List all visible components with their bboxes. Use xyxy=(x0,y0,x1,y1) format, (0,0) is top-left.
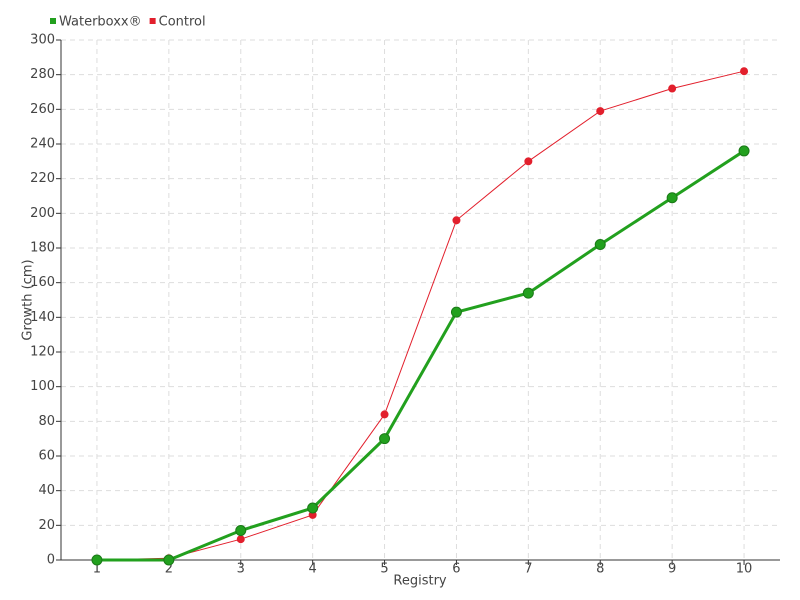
y-tick-label: 180 xyxy=(30,241,55,256)
y-tick-label: 40 xyxy=(38,483,55,498)
y-tick-label: 260 xyxy=(30,102,55,117)
legend-label: Waterboxx® xyxy=(59,15,142,30)
point xyxy=(163,554,175,566)
legend-swatch xyxy=(149,18,156,24)
point xyxy=(379,433,391,445)
series-line xyxy=(96,70,745,561)
y-tick-label: 300 xyxy=(30,33,55,48)
point xyxy=(522,287,534,299)
x-tick-label: 3 xyxy=(237,562,245,577)
point xyxy=(236,535,245,544)
legend-label: Control xyxy=(159,15,206,30)
point xyxy=(380,410,389,419)
y-tick-label: 140 xyxy=(30,310,55,325)
y-tick-label: 100 xyxy=(30,379,55,394)
y-tick-label: 280 xyxy=(30,67,55,82)
point xyxy=(450,306,462,318)
x-tick-label: 4 xyxy=(309,562,317,577)
point xyxy=(668,84,677,93)
point xyxy=(307,502,319,514)
y-tick-label: 220 xyxy=(30,171,55,186)
y-tick-label: 80 xyxy=(38,414,55,429)
x-tick-label: 9 xyxy=(668,562,676,577)
x-axis-label: Registry xyxy=(393,574,447,589)
point xyxy=(594,239,606,251)
point xyxy=(740,67,749,76)
y-tick-label: 200 xyxy=(30,206,55,221)
y-tick-label: 60 xyxy=(38,449,55,464)
y-tick-label: 120 xyxy=(30,345,55,360)
x-tick-label: 5 xyxy=(380,562,388,577)
point xyxy=(524,157,533,166)
point xyxy=(235,525,247,537)
x-tick-label: 2 xyxy=(165,562,173,577)
x-tick-label: 10 xyxy=(736,562,753,577)
x-tick-label: 7 xyxy=(524,562,532,577)
y-tick-label: 160 xyxy=(30,275,55,290)
y-axis-label: Growth (cm) xyxy=(21,259,36,340)
x-tick-label: 1 xyxy=(93,562,101,577)
point xyxy=(596,107,605,116)
y-tick-label: 20 xyxy=(38,518,55,533)
point xyxy=(91,554,103,566)
x-tick-label: 6 xyxy=(452,562,460,577)
y-tick-label: 240 xyxy=(30,137,55,152)
point xyxy=(452,216,461,225)
point xyxy=(666,192,678,204)
point xyxy=(738,145,750,157)
series-line xyxy=(96,149,745,562)
y-tick-label: 0 xyxy=(47,553,55,568)
legend-swatch xyxy=(50,18,56,24)
x-tick-label: 8 xyxy=(596,562,604,577)
